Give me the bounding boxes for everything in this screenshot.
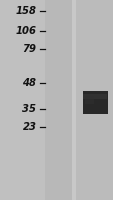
Bar (84, 96, 94, 104)
Bar (82, 94, 106, 99)
Text: 23: 23 (22, 122, 36, 132)
Text: 35: 35 (22, 104, 36, 114)
Bar (71, 0, 76, 200)
Bar (76, 0, 113, 200)
Text: 106: 106 (15, 26, 36, 36)
Text: 158: 158 (15, 6, 36, 16)
Text: 79: 79 (22, 44, 36, 54)
Bar (82, 90, 107, 114)
Text: 48: 48 (22, 78, 36, 88)
Bar (45, 0, 71, 200)
